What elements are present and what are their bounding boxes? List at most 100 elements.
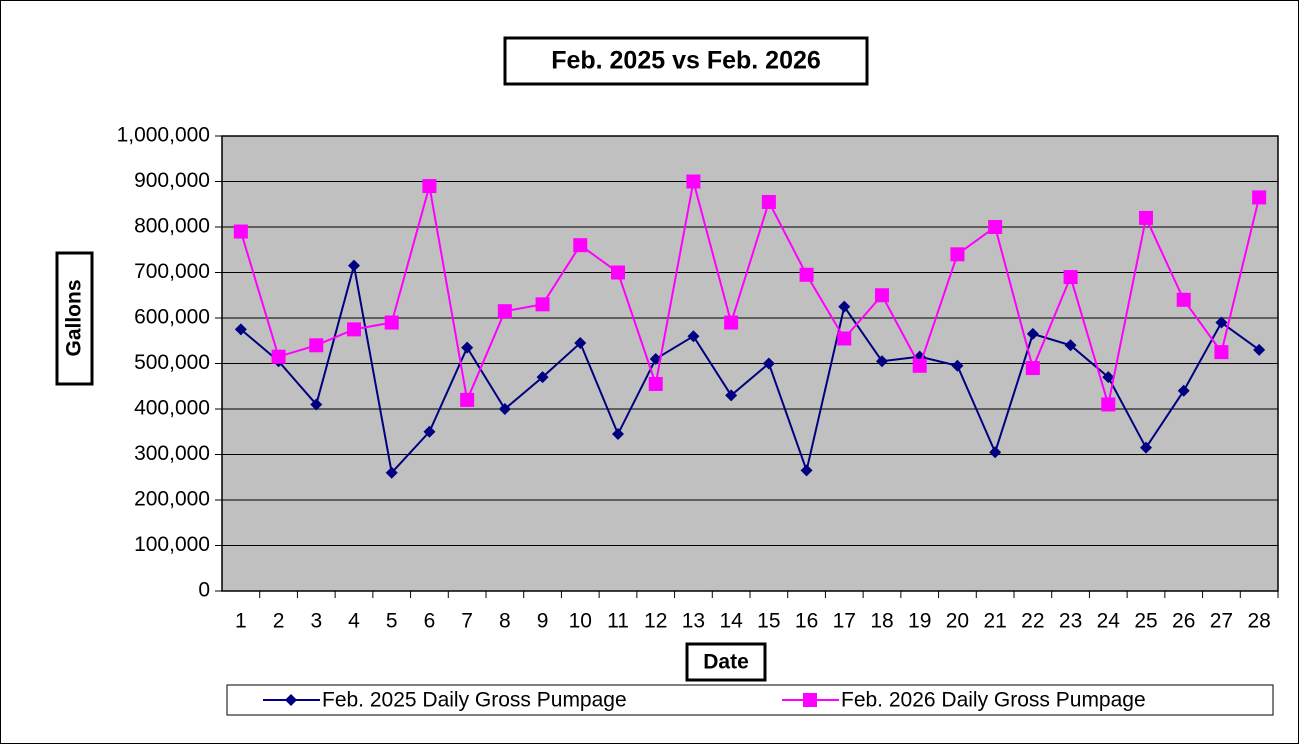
x-tick-label: 10	[569, 610, 592, 633]
x-tick-label: 15	[757, 610, 780, 633]
data-point	[1176, 292, 1191, 307]
data-point	[1177, 384, 1190, 397]
data-point	[233, 224, 248, 239]
data-point	[799, 267, 814, 282]
y-tick-label: 600,000	[134, 306, 210, 329]
title-box	[503, 36, 869, 86]
x-tick-label: 21	[983, 610, 1006, 633]
data-point	[1215, 316, 1228, 329]
y-tick-label: 1,000,000	[117, 124, 210, 147]
data-point	[761, 194, 776, 209]
data-point	[1102, 371, 1115, 384]
data-point	[234, 323, 247, 336]
y-tick-label: 400,000	[134, 397, 210, 420]
data-point	[498, 403, 511, 415]
data-point	[460, 392, 475, 407]
data-point	[612, 428, 624, 441]
data-point	[951, 359, 964, 372]
x-tick-label: 9	[537, 610, 549, 633]
legend-box	[226, 684, 1274, 716]
x-axis-label: Date	[703, 651, 749, 674]
data-point	[649, 352, 662, 365]
x-tick-label: 24	[1097, 610, 1121, 633]
x-tick-label: 11	[607, 610, 629, 633]
data-point	[1025, 361, 1040, 376]
data-point	[686, 174, 701, 189]
x-tick-label: 7	[461, 610, 473, 633]
y-tick-label: 0	[198, 579, 210, 602]
y-tick-label: 800,000	[134, 215, 210, 238]
data-point	[1140, 441, 1152, 454]
x-tick-label: 8	[499, 610, 511, 633]
x-tick-label: 14	[719, 610, 743, 633]
y-tick-label: 700,000	[134, 260, 210, 283]
data-point	[912, 358, 927, 373]
data-point	[876, 355, 888, 368]
data-point	[1101, 397, 1116, 412]
x-tick-label: 5	[386, 610, 398, 633]
data-point	[535, 297, 550, 312]
x-tick-label: 17	[833, 610, 856, 633]
data-point	[1064, 339, 1077, 352]
data-point	[725, 389, 738, 402]
data-point	[461, 341, 474, 354]
legend-marker	[285, 694, 297, 706]
data-point	[423, 425, 436, 438]
data-point	[1252, 190, 1267, 205]
data-point	[574, 337, 587, 350]
data-point	[611, 265, 625, 280]
data-point	[648, 376, 663, 391]
y-tick-label: 100,000	[134, 533, 210, 556]
data-point	[348, 259, 360, 272]
x-tick-label: 23	[1059, 610, 1082, 633]
data-point	[1139, 210, 1153, 225]
data-point	[347, 322, 361, 337]
x-tick-label: 2	[273, 610, 285, 633]
data-point	[536, 371, 549, 384]
legend-label: Feb. 2026 Daily Gross Pumpage	[841, 689, 1146, 712]
data-point	[724, 315, 739, 330]
y-axis-label: Gallons	[63, 279, 86, 356]
x-tick-label: 6	[424, 610, 436, 633]
data-point	[271, 349, 286, 364]
data-point	[687, 330, 700, 343]
data-point	[1063, 270, 1078, 285]
data-point	[422, 179, 437, 194]
x-tick-label: 20	[946, 610, 969, 633]
x-tick-label: 18	[870, 610, 893, 633]
data-point	[1214, 345, 1229, 360]
data-point	[1026, 327, 1039, 340]
x-tick-label: 27	[1210, 610, 1233, 633]
chart-title: Feb. 2025 vs Feb. 2026	[551, 47, 821, 75]
x-tick-label: 13	[682, 610, 705, 633]
data-point	[497, 304, 512, 319]
data-point	[988, 220, 1003, 234]
data-point	[1253, 343, 1266, 356]
x-label-box	[685, 642, 767, 682]
x-tick-label: 16	[795, 610, 818, 633]
data-point	[875, 288, 889, 303]
data-point	[989, 446, 1002, 459]
y-tick-label: 300,000	[134, 442, 210, 465]
x-tick-label: 26	[1172, 610, 1195, 633]
x-tick-label: 25	[1134, 610, 1157, 633]
data-point	[838, 300, 851, 313]
y-label-box	[55, 251, 94, 386]
data-point	[309, 338, 324, 353]
y-tick-label: 200,000	[134, 488, 210, 511]
data-point	[573, 238, 588, 253]
data-point	[384, 315, 399, 330]
data-point	[837, 331, 852, 346]
data-point	[800, 464, 813, 477]
series-line	[239, 181, 1261, 405]
data-point	[762, 357, 775, 370]
y-tick-label: 500,000	[134, 351, 210, 374]
x-tick-label: 28	[1247, 610, 1270, 633]
data-point	[385, 466, 398, 479]
x-tick-label: 4	[348, 610, 360, 633]
series-line	[240, 265, 1260, 475]
x-tick-label: 22	[1021, 610, 1044, 633]
legend-marker	[803, 693, 817, 707]
x-tick-label: 19	[908, 610, 931, 633]
x-tick-label: 3	[310, 610, 322, 633]
